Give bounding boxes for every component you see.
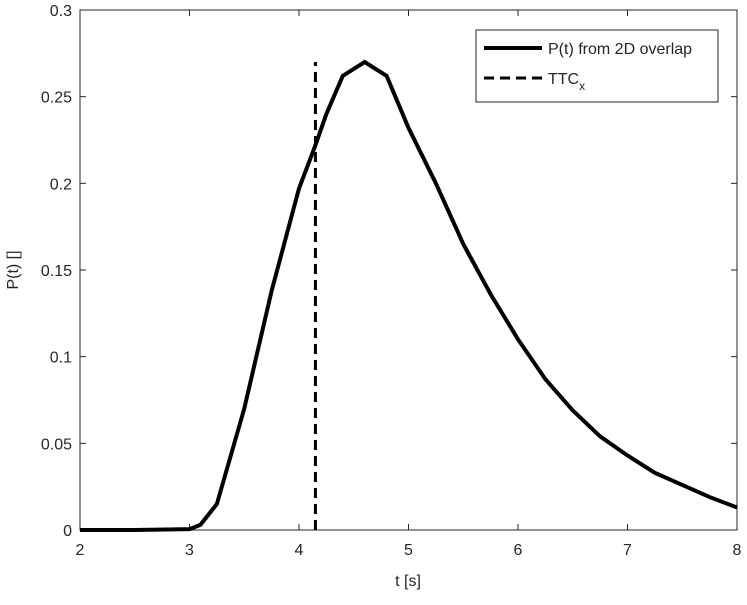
x-axis-label: t [s] — [395, 573, 421, 590]
y-tick-label: 0.15 — [41, 263, 72, 280]
axes-box — [79, 9, 738, 531]
data-line — [80, 59, 738, 532]
y-tick-label: 0.05 — [41, 436, 72, 453]
x-tick-label: 7 — [623, 542, 632, 559]
x-tick-label: 2 — [76, 542, 85, 559]
y-tick-label: 0.2 — [50, 176, 72, 193]
legend-box — [475, 29, 719, 103]
y-axis-label: P(t) [] — [5, 250, 22, 289]
y-tick-label: 0.1 — [50, 350, 72, 367]
legend-label: P(t) from 2D overlap — [548, 41, 692, 58]
y-tick-label: 0.3 — [50, 3, 72, 20]
y-tick-label: 0 — [63, 523, 72, 540]
legend-subscript: x — [579, 79, 585, 93]
x-tick-label: 4 — [295, 542, 304, 559]
x-tick-label: 3 — [185, 542, 194, 559]
x-tick-label: 5 — [404, 542, 413, 559]
y-tick-label: 0.25 — [41, 90, 72, 107]
x-tick-label: 8 — [733, 542, 742, 559]
legend-label: TTC — [548, 71, 579, 88]
x-tick-label: 6 — [514, 542, 523, 559]
